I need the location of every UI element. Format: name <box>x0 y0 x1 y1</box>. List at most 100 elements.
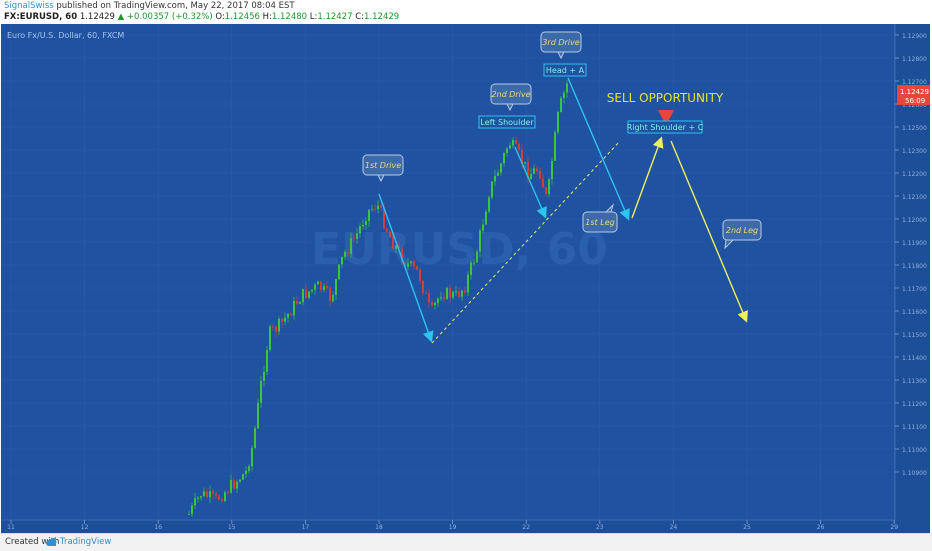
candle-body <box>404 262 406 267</box>
candle-body <box>491 181 493 198</box>
tradingview-cloud-icon <box>46 538 57 546</box>
candle-body <box>365 221 367 225</box>
y-tick-label: 1.11400 <box>902 355 927 362</box>
candle-body <box>479 230 481 252</box>
candle-body <box>326 285 328 288</box>
candle-body <box>197 497 199 499</box>
x-tick-label: 11 <box>7 524 15 531</box>
candle-body <box>218 495 220 500</box>
candle-body <box>284 317 286 322</box>
candle-body <box>476 251 478 263</box>
candle-body <box>425 292 427 294</box>
candle-body <box>293 300 295 316</box>
candle-body <box>473 262 475 264</box>
candle-body <box>242 474 244 480</box>
y-tick-label: 1.12900 <box>902 33 927 40</box>
up-triangle-icon: ▲ <box>117 12 125 22</box>
y-tick-label: 1.12000 <box>902 217 927 224</box>
candle-body <box>557 112 559 133</box>
candle-body <box>359 226 361 234</box>
svg-text:Right Shoulder + C: Right Shoulder + C <box>627 123 704 132</box>
y-axis[interactable]: 1.12900 1.12800 1.12700 1.12600 1.12500 1.123… <box>895 33 927 477</box>
svg-text:2nd Drive: 2nd Drive <box>491 90 530 99</box>
candle-body <box>320 281 322 290</box>
x-tick-label: 19 <box>449 524 457 531</box>
last-price: 1.12429 <box>79 12 115 22</box>
open-label: O: <box>215 12 225 22</box>
candle-body <box>317 281 319 285</box>
candle-body <box>254 428 256 448</box>
author-link[interactable]: SignalSwiss <box>4 1 54 11</box>
published-text: published on TradingView.com, May 22, 20… <box>53 1 295 11</box>
leg1-arrow <box>567 77 630 221</box>
candle-body <box>188 513 190 515</box>
candle-body <box>251 447 253 467</box>
candle-body <box>548 179 550 195</box>
x-tick-label: 25 <box>743 524 751 531</box>
candle-body <box>443 297 445 300</box>
candle-body <box>335 279 337 295</box>
candle-body <box>560 98 562 113</box>
x-tick-label: 24 <box>670 524 678 531</box>
candle-body <box>230 479 232 493</box>
candle-body <box>263 371 265 381</box>
candle-body <box>470 262 472 275</box>
trend-line <box>431 140 621 344</box>
candle-body <box>464 290 466 293</box>
x-tick-label: 15 <box>228 524 236 531</box>
candle-body <box>545 187 547 195</box>
candle-body <box>221 499 223 502</box>
candle-body <box>551 160 553 180</box>
candle-body <box>521 149 523 164</box>
candle-body <box>191 505 193 514</box>
y-tick-label: 1.11000 <box>902 447 927 454</box>
candle-body <box>503 153 505 164</box>
candle-body <box>344 252 346 257</box>
candle-body <box>434 303 436 306</box>
x-tick-label: 29 <box>890 524 898 531</box>
candle-body <box>323 285 325 290</box>
close-value: 1.12429 <box>364 12 400 22</box>
y-tick-label: 1.11900 <box>902 240 927 247</box>
tradingview-link[interactable]: TradingView <box>60 537 112 547</box>
footer: Created with TradingView <box>0 533 932 551</box>
candle-body <box>431 302 433 306</box>
x-tick-label: 12 <box>81 524 89 531</box>
label-right-shoulder: Right Shoulder + C <box>627 120 704 134</box>
y-tick-label: 1.12100 <box>902 194 927 201</box>
candle-body <box>458 291 460 297</box>
projection-up-arrow <box>631 136 664 219</box>
created-with-label: Created with <box>5 537 60 547</box>
x-tick-label: 16 <box>154 524 162 531</box>
candle-body <box>416 266 418 270</box>
candle-body <box>413 261 415 267</box>
candle-body <box>341 256 343 265</box>
y-tick-label: 1.11600 <box>902 309 927 316</box>
candle-body <box>455 291 457 293</box>
candle-body <box>380 205 382 208</box>
candle-body <box>500 163 502 173</box>
candle-body <box>329 287 331 302</box>
candle-body <box>437 298 439 304</box>
candle-body <box>290 313 292 316</box>
plot-area[interactable] <box>1 24 895 520</box>
candle-body <box>461 290 463 297</box>
svg-text:2nd Leg: 2nd Leg <box>726 226 758 235</box>
candle-body <box>305 289 307 298</box>
candle-body <box>299 302 301 304</box>
x-axis[interactable]: 11 12 16 15 17 18 19 22 23 24 25 26 29 <box>7 520 898 531</box>
candle-body <box>485 211 487 225</box>
candle-body <box>383 207 385 229</box>
candle-body <box>377 205 379 210</box>
price-chart[interactable]: EURUSD, 60 Euro Fx/U.S. Dollar, 60, FXCM… <box>1 24 930 533</box>
candle-body <box>446 287 448 300</box>
candle-body <box>554 132 556 161</box>
callout-2nd-leg: 2nd Leg <box>722 219 762 250</box>
svg-text:Head + A: Head + A <box>546 66 585 75</box>
candle-body <box>245 470 247 475</box>
high-value: 1.12480 <box>271 12 308 22</box>
candle-body <box>497 172 499 176</box>
candle-body <box>260 380 262 403</box>
candle-body <box>515 140 517 144</box>
y-tick-label: 1.12300 <box>902 148 927 155</box>
